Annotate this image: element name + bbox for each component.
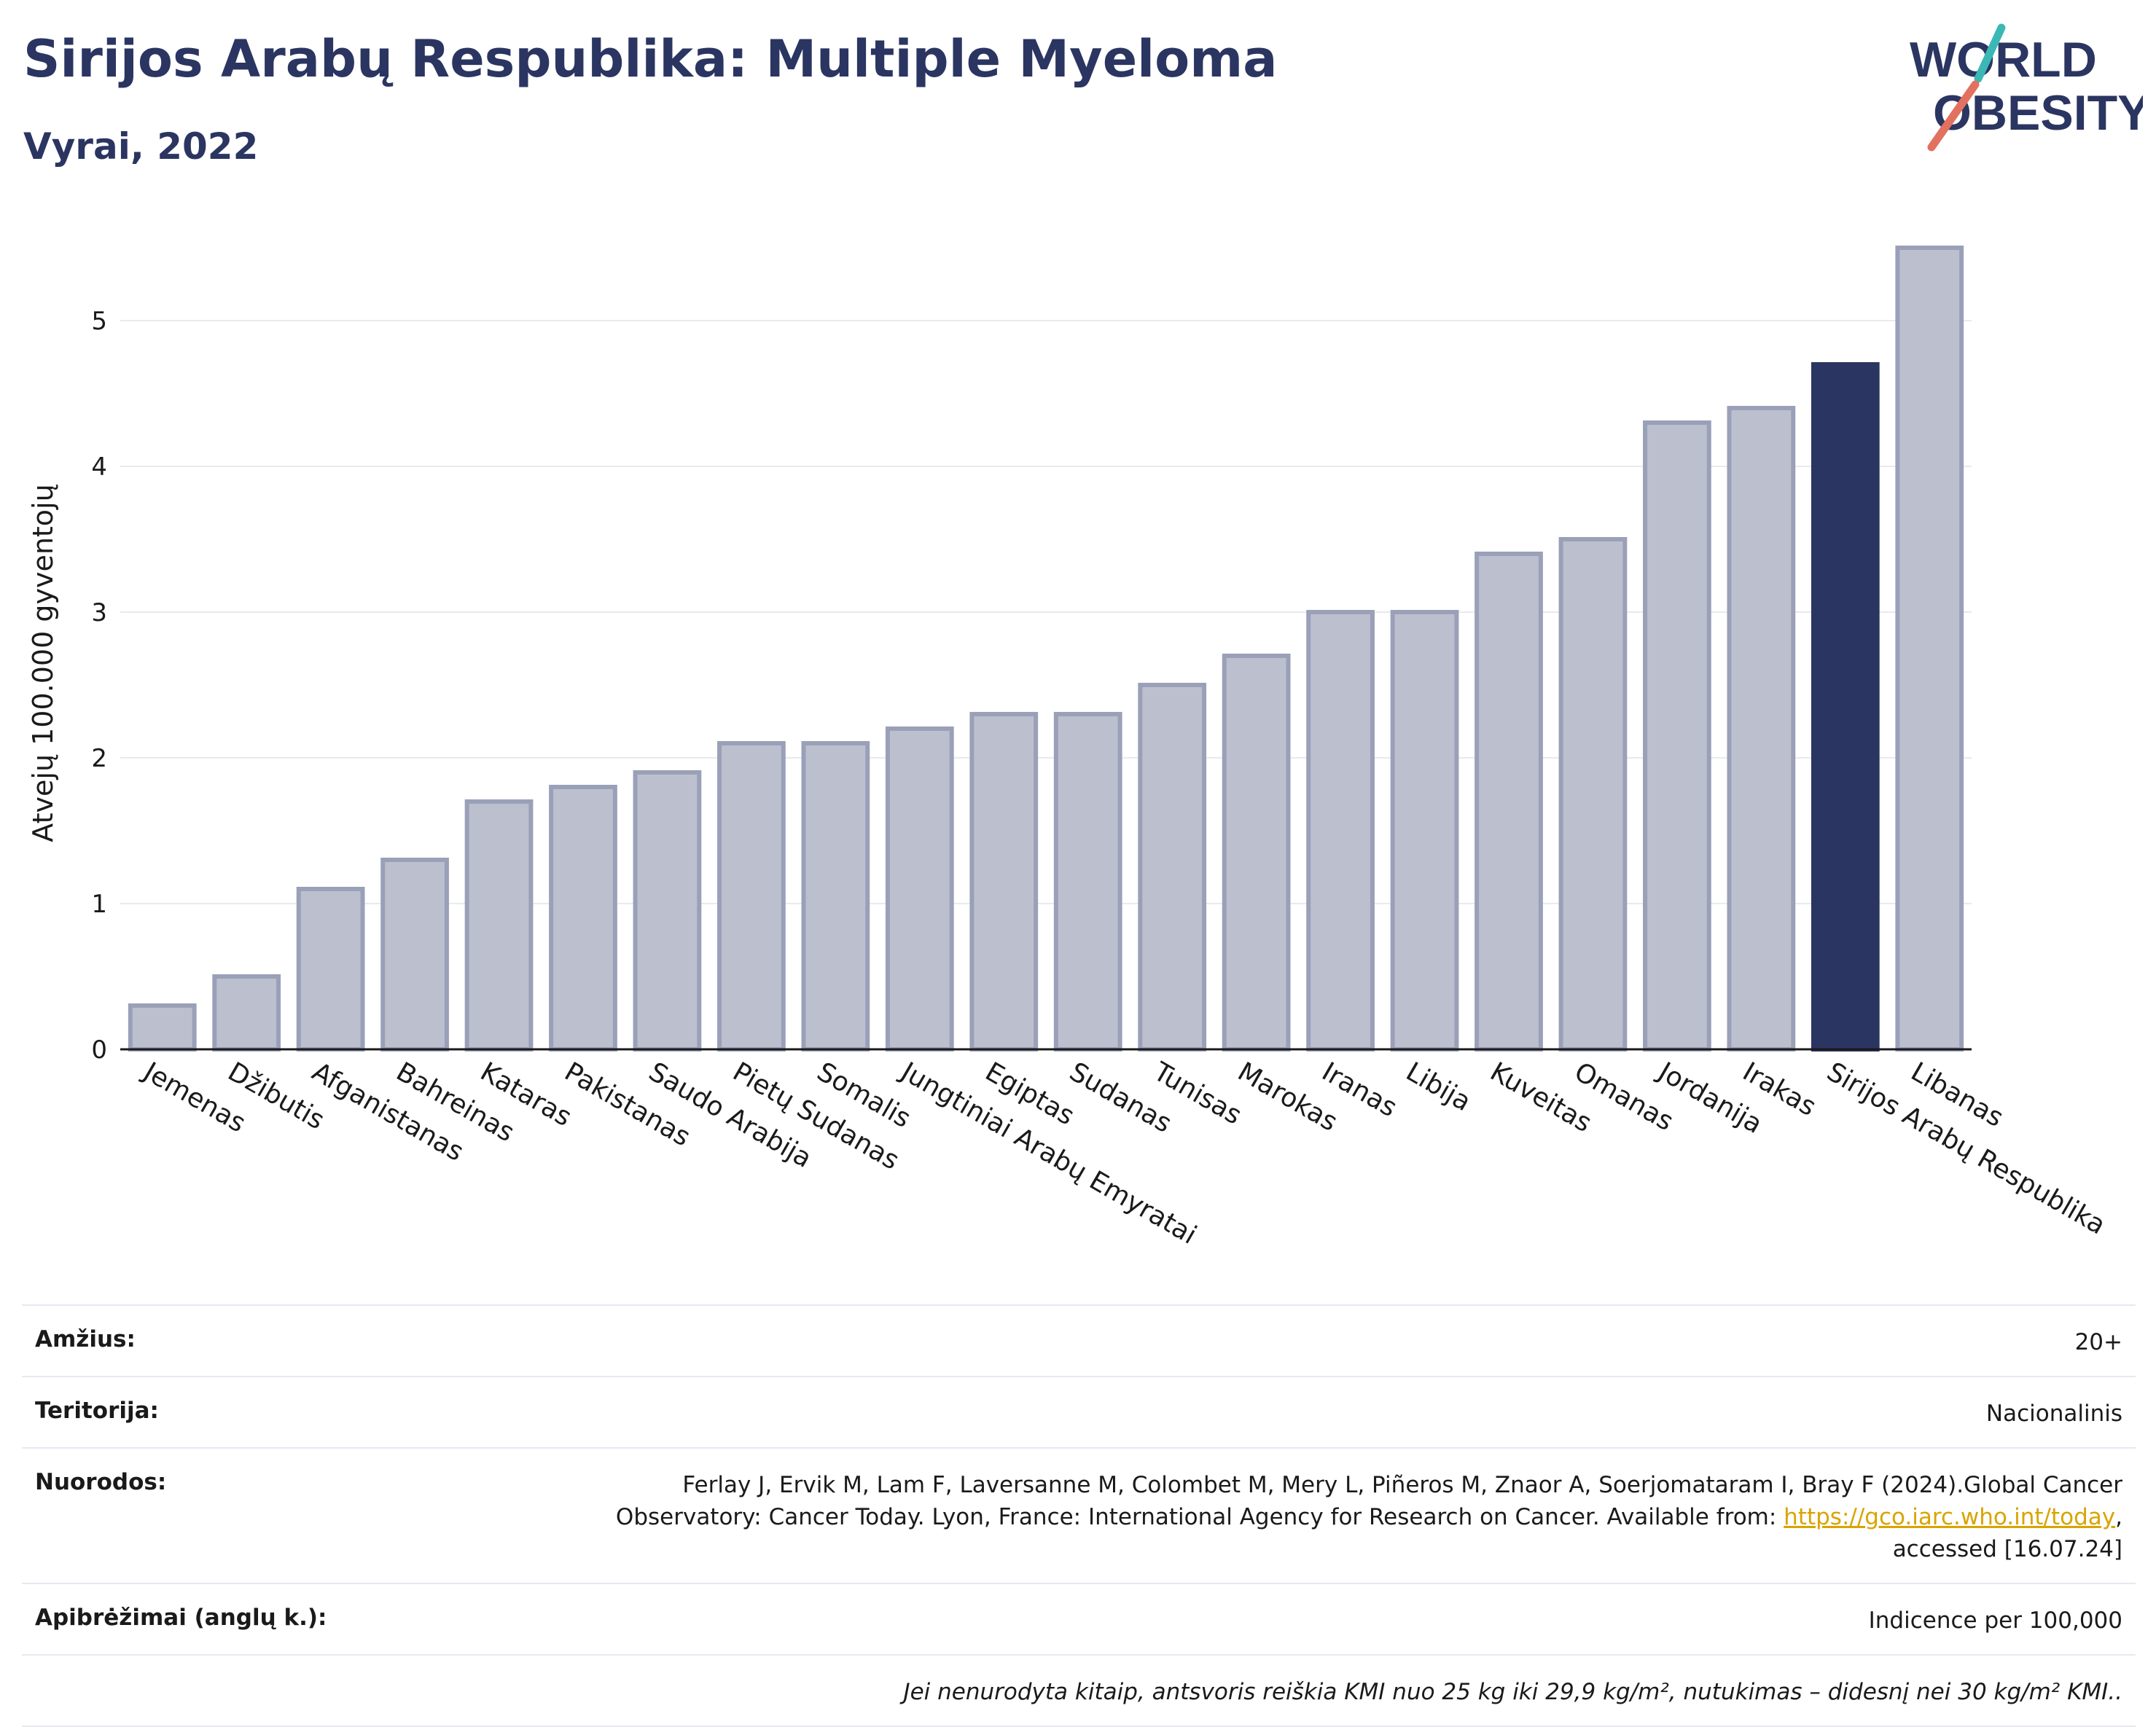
bar <box>212 974 281 1052</box>
bar <box>1475 552 1543 1052</box>
y-axis-label: Atvejų 100.000 gyventojų <box>27 484 59 842</box>
bar <box>1390 610 1459 1052</box>
footer-row-references: Nuorodos: Ferlay J, Ervik M, Lam F, Lave… <box>22 1447 2136 1583</box>
footnote: Jei nenurodyta kitaip, antsvoris reiškia… <box>903 1679 2122 1706</box>
chart-footer: Amžius: 20+ Teritorija: Nacionalinis Nuo… <box>22 1304 2136 1727</box>
references-link[interactable]: https://gco.iarc.who.int/today <box>1784 1504 2116 1531</box>
references-line-1: Ferlay J, Ervik M, Lam F, Laversanne M, … <box>682 1472 2122 1499</box>
territory-value: Nacionalinis <box>1985 1401 2122 1428</box>
bar-highlighted <box>1811 362 1880 1052</box>
definitions-label: Apibrėžimai (anglų k.): <box>35 1605 327 1632</box>
references-line-2: Observatory: Cancer Today. Lyon, France:… <box>615 1504 1784 1531</box>
chart-subtitle: Vyrai, 2022 <box>23 125 259 168</box>
bar <box>885 727 954 1052</box>
references-line-3: accessed [16.07.24] <box>1892 1536 2122 1563</box>
world-obesity-logo: WORLD OBESITY <box>1910 23 2143 152</box>
bar <box>969 712 1039 1052</box>
y-tick-label: 3 <box>91 598 107 627</box>
logo-word-world: WORLD <box>1910 32 2097 87</box>
chart-title: Sirijos Arabų Respublika: Multiple Myelo… <box>23 29 1278 89</box>
y-tick-label: 5 <box>91 307 107 336</box>
bar <box>1053 712 1122 1052</box>
y-tick-label: 2 <box>91 744 107 773</box>
bar <box>380 858 449 1052</box>
bar <box>633 770 702 1052</box>
bar <box>1558 537 1628 1052</box>
bar <box>1727 406 1796 1052</box>
bar <box>464 799 534 1052</box>
references-line-2-end: , <box>2115 1504 2122 1531</box>
age-label: Amžius: <box>35 1326 136 1352</box>
logo-slash-coral <box>1927 80 1980 152</box>
y-tick-label: 4 <box>91 453 107 482</box>
age-value: 20+ <box>2074 1329 2122 1355</box>
bar <box>1643 420 1711 1052</box>
definitions-value: Indicence per 100,000 <box>1868 1607 2122 1634</box>
footer-row-age: Amžius: 20+ <box>22 1304 2136 1376</box>
x-tick-label: Libija <box>1401 1057 1476 1117</box>
bar <box>1222 654 1291 1052</box>
bar <box>128 1003 197 1052</box>
bar <box>1306 610 1375 1052</box>
territory-label: Teritorija: <box>35 1398 159 1425</box>
bar <box>296 887 365 1052</box>
y-tick-label: 0 <box>91 1035 107 1065</box>
logo-slash-teal <box>1974 23 2006 83</box>
bar <box>549 785 617 1052</box>
y-tick-label: 1 <box>91 890 107 919</box>
references-label: Nuorodos: <box>35 1469 167 1496</box>
footer-row-note: Jei nenurodyta kitaip, antsvoris reiškia… <box>22 1654 2136 1727</box>
footer-row-territory: Teritorija: Nacionalinis <box>22 1376 2136 1447</box>
footer-row-definitions: Apibrėžimai (anglų k.): Indicence per 10… <box>22 1583 2136 1654</box>
bar <box>801 741 870 1052</box>
bar <box>1895 246 1964 1052</box>
bar <box>717 741 786 1052</box>
bar <box>1138 683 1207 1052</box>
references-value: Ferlay J, Ervik M, Lam F, Laversanne M, … <box>616 1469 2122 1565</box>
